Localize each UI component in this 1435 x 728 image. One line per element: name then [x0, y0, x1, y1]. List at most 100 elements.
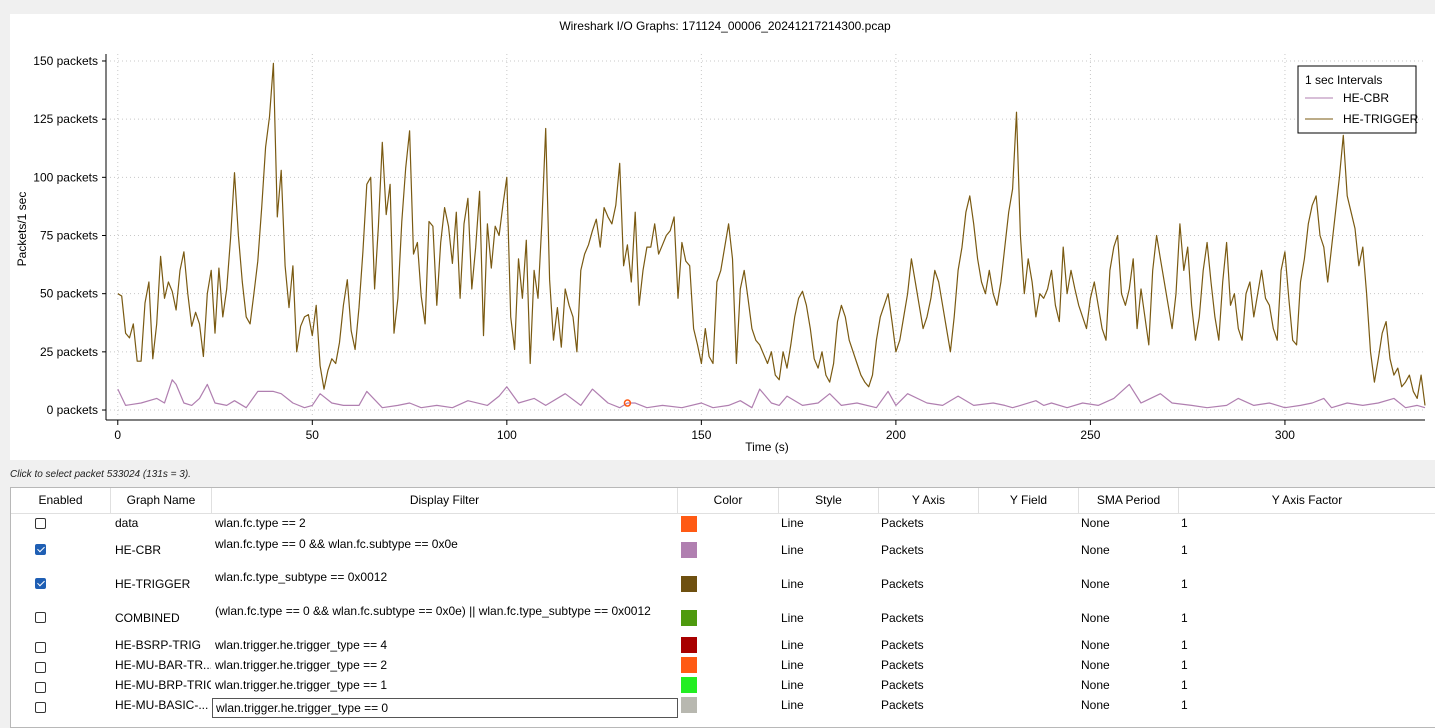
- table-row[interactable]: HE-MU-BRP-TRIG wlan.trigger.he.trigger_ty…: [11, 677, 1435, 698]
- y-axis-cell[interactable]: Packets: [881, 516, 924, 530]
- selected-packet-marker[interactable]: [623, 399, 632, 407]
- style-cell[interactable]: Line: [781, 698, 804, 712]
- y-axis-cell[interactable]: Packets: [881, 698, 924, 712]
- y-axis-cell[interactable]: Packets: [881, 577, 924, 591]
- graph-name-cell[interactable]: HE-MU-BRP-TRIG: [115, 678, 211, 692]
- io-graph-chart[interactable]: Wireshark I/O Graphs: 171124_00006_20241…: [10, 14, 1435, 460]
- display-filter-cell[interactable]: wlan.trigger.he.trigger_type == 4: [215, 638, 388, 652]
- color-swatch[interactable]: [681, 677, 697, 693]
- enabled-checkbox[interactable]: [35, 518, 46, 529]
- sma-period-cell[interactable]: None: [1081, 611, 1110, 625]
- table-row[interactable]: data wlan.fc.type == 2 Line Packets None 1: [11, 514, 1435, 536]
- y-axis-factor-cell[interactable]: 1: [1181, 678, 1188, 692]
- color-swatch[interactable]: [681, 610, 697, 626]
- column-header-y-field[interactable]: Y Field: [979, 488, 1079, 513]
- display-filter-cell[interactable]: wlan.fc.type == 0 && wlan.fc.subtype == …: [215, 537, 458, 551]
- y-axis-factor-cell[interactable]: 1: [1181, 658, 1188, 672]
- y-axis-factor-cell[interactable]: 1: [1181, 638, 1188, 652]
- y-tick-label-100: 100 packets: [33, 170, 98, 184]
- graph-name-cell[interactable]: HE-MU-BAR-TR...: [115, 658, 211, 672]
- enabled-checkbox[interactable]: [35, 612, 46, 623]
- column-header-display-filter[interactable]: Display Filter: [212, 488, 678, 513]
- y-axis-factor-cell[interactable]: 1: [1181, 611, 1188, 625]
- graph-name-cell[interactable]: HE-MU-BASIC-...: [115, 698, 209, 712]
- display-filter-cell[interactable]: wlan.trigger.he.trigger_type == 1: [215, 678, 388, 692]
- y-axis-cell[interactable]: Packets: [881, 611, 924, 625]
- table-row[interactable]: HE-MU-BAR-TR... wlan.trigger.he.trigger_t…: [11, 657, 1435, 678]
- sma-period-cell[interactable]: None: [1081, 638, 1110, 652]
- graph-name-cell[interactable]: COMBINED: [115, 611, 180, 625]
- column-header-y-axis-factor[interactable]: Y Axis Factor: [1179, 488, 1435, 513]
- x-tick-label-250: 250: [1080, 428, 1100, 442]
- column-header-style[interactable]: Style: [779, 488, 879, 513]
- sma-period-cell[interactable]: None: [1081, 516, 1110, 530]
- table-row[interactable]: HE-CBR wlan.fc.type == 0 && wlan.fc.subty…: [11, 536, 1435, 564]
- x-tick-label-200: 200: [886, 428, 906, 442]
- column-header-graph-name[interactable]: Graph Name: [111, 488, 212, 513]
- enabled-checkbox[interactable]: [35, 702, 46, 713]
- style-cell[interactable]: Line: [781, 516, 804, 530]
- enabled-checkbox[interactable]: [35, 662, 46, 673]
- y-axis-cell[interactable]: Packets: [881, 543, 924, 557]
- enabled-checkbox[interactable]: [35, 578, 46, 589]
- sma-period-cell[interactable]: None: [1081, 658, 1110, 672]
- y-axis-factor-cell[interactable]: 1: [1181, 516, 1188, 530]
- x-tick-label-100: 100: [497, 428, 517, 442]
- column-header-sma-period[interactable]: SMA Period: [1079, 488, 1179, 513]
- y-axis-cell[interactable]: Packets: [881, 658, 924, 672]
- graph-name-cell[interactable]: HE-CBR: [115, 543, 162, 557]
- sma-period-cell[interactable]: None: [1081, 698, 1110, 712]
- legend-entry-he-cbr: HE-CBR: [1343, 91, 1389, 105]
- x-axis-label: Time (s): [745, 440, 789, 454]
- status-text: Click to select packet 533024 (131s = 3)…: [10, 469, 191, 480]
- table-row[interactable]: COMBINED (wlan.fc.type == 0 && wlan.fc.su…: [11, 604, 1435, 638]
- style-cell[interactable]: Line: [781, 543, 804, 557]
- enabled-checkbox[interactable]: [35, 544, 46, 555]
- enabled-checkbox[interactable]: [35, 642, 46, 653]
- series-line-he-cbr[interactable]: [117, 379, 1426, 409]
- color-swatch[interactable]: [681, 697, 697, 713]
- graph-name-cell[interactable]: data: [115, 516, 139, 530]
- graph-name-cell[interactable]: HE-BSRP-TRIG: [115, 638, 202, 652]
- display-filter-cell[interactable]: wlan.fc.type == 2: [215, 516, 306, 530]
- column-header-enabled[interactable]: Enabled: [11, 488, 111, 513]
- display-filter-cell[interactable]: wlan.trigger.he.trigger_type == 0: [212, 698, 678, 718]
- y-tick-label-0: 0 packets: [47, 403, 98, 417]
- sma-period-cell[interactable]: None: [1081, 678, 1110, 692]
- style-cell[interactable]: Line: [781, 658, 804, 672]
- display-filter-cell[interactable]: wlan.fc.type_subtype == 0x0012: [215, 570, 388, 584]
- color-swatch[interactable]: [681, 516, 697, 532]
- table-header: Enabled Graph Name Display Filter Color Styl…: [11, 488, 1435, 514]
- display-filter-cell[interactable]: (wlan.fc.type == 0 && wlan.fc.subtype ==…: [215, 604, 651, 618]
- series-line-he-trigger[interactable]: [117, 62, 1426, 406]
- chart-title: Wireshark I/O Graphs: 171124_00006_20241…: [559, 19, 891, 33]
- x-tick-label-300: 300: [1275, 428, 1295, 442]
- io-graph-panel[interactable]: Wireshark I/O Graphs: 171124_00006_20241…: [10, 14, 1435, 460]
- column-header-color[interactable]: Color: [678, 488, 779, 513]
- column-header-y-axis[interactable]: Y Axis: [879, 488, 979, 513]
- display-filter-cell[interactable]: wlan.trigger.he.trigger_type == 2: [215, 658, 388, 672]
- color-swatch[interactable]: [681, 542, 697, 558]
- color-swatch[interactable]: [681, 657, 697, 673]
- y-axis-factor-cell[interactable]: 1: [1181, 577, 1188, 591]
- x-tick-label-0: 0: [114, 428, 121, 442]
- style-cell[interactable]: Line: [781, 611, 804, 625]
- y-axis-cell[interactable]: Packets: [881, 638, 924, 652]
- sma-period-cell[interactable]: None: [1081, 577, 1110, 591]
- table-row[interactable]: HE-BSRP-TRIG wlan.trigger.he.trigger_type…: [11, 637, 1435, 658]
- style-cell[interactable]: Line: [781, 638, 804, 652]
- graph-name-cell[interactable]: HE-TRIGGER: [115, 577, 191, 591]
- table-row[interactable]: HE-MU-BASIC-... wlan.trigger.he.trigger_t…: [11, 697, 1435, 718]
- color-swatch[interactable]: [681, 637, 697, 653]
- x-tick-label-50: 50: [306, 428, 320, 442]
- style-cell[interactable]: Line: [781, 678, 804, 692]
- style-cell[interactable]: Line: [781, 577, 804, 591]
- graph-table[interactable]: Enabled Graph Name Display Filter Color Styl…: [10, 487, 1435, 728]
- sma-period-cell[interactable]: None: [1081, 543, 1110, 557]
- enabled-checkbox[interactable]: [35, 682, 46, 693]
- y-axis-cell[interactable]: Packets: [881, 678, 924, 692]
- table-row[interactable]: HE-TRIGGER wlan.fc.type_subtype == 0x0012…: [11, 564, 1435, 608]
- y-axis-factor-cell[interactable]: 1: [1181, 543, 1188, 557]
- y-axis-factor-cell[interactable]: 1: [1181, 698, 1188, 712]
- color-swatch[interactable]: [681, 576, 697, 592]
